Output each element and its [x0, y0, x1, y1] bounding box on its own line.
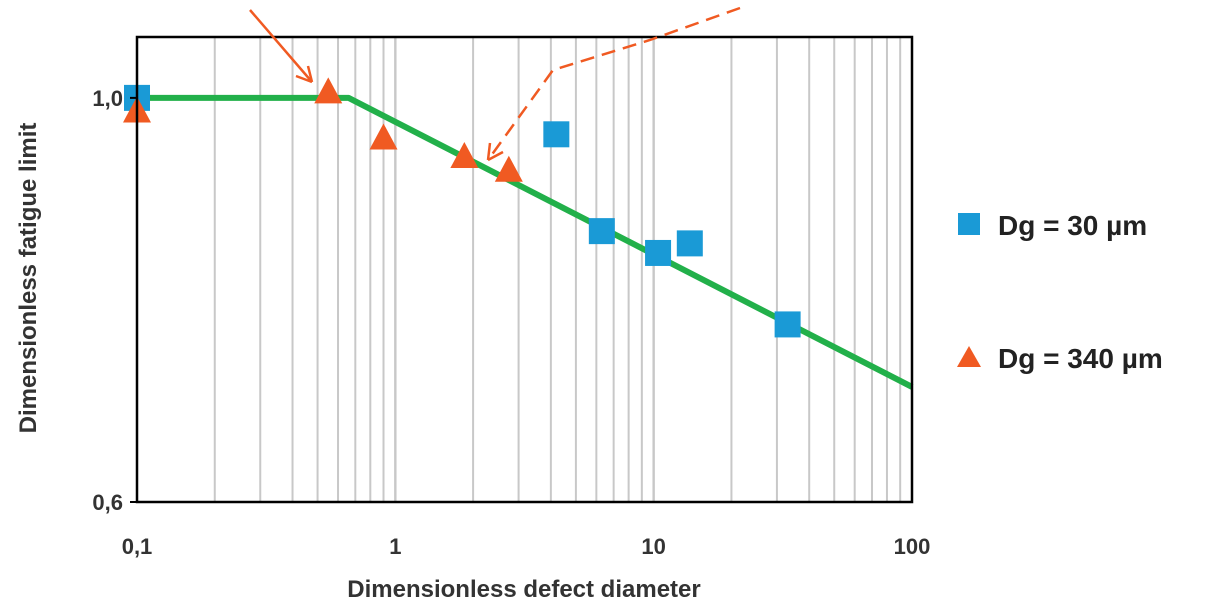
- annotation-arrowhead-dashed: [486, 142, 504, 162]
- x-tick-label: 100: [894, 534, 931, 559]
- point-dg30: [645, 239, 672, 266]
- point-dg340: [369, 123, 398, 150]
- point-dg340: [450, 141, 479, 168]
- annotation-arrowhead-solid: [295, 65, 314, 84]
- data-marks: [123, 77, 801, 338]
- point-dg340: [494, 155, 523, 182]
- y-tick-label: 1,0: [92, 86, 123, 111]
- y-axis-label: Dimensionless fatigue limit: [15, 123, 42, 434]
- x-tick-label: 0,1: [122, 534, 153, 559]
- point-dg30: [543, 121, 570, 148]
- y-tick-label: 0,6: [92, 490, 123, 515]
- point-dg30: [588, 218, 615, 245]
- legend: Dg = 30 µm Dg = 340 µm: [957, 210, 1163, 374]
- x-axis-label: Dimensionless defect diameter: [347, 576, 700, 603]
- fit-line: [137, 94, 914, 390]
- annotation-arrows: [249, 6, 741, 162]
- legend-label-dg340: Dg = 340 µm: [998, 343, 1163, 374]
- x-tick-labels: 0,1 1 10 100: [122, 534, 931, 559]
- plot-frame: [135, 35, 914, 504]
- fit-line-layer: [137, 94, 914, 390]
- point-dg30: [774, 311, 801, 338]
- point-dg340: [314, 77, 343, 104]
- grid: [213, 37, 902, 502]
- x-tick-label: 10: [641, 534, 665, 559]
- annotation-arrow-solid: [249, 9, 313, 83]
- legend-label-dg30: Dg = 30 µm: [998, 210, 1147, 241]
- x-tick-label: 1: [389, 534, 401, 559]
- annotation-arrow-dashed: [486, 6, 741, 161]
- legend-marker-triangle: [957, 346, 981, 367]
- point-dg30: [676, 230, 703, 257]
- y-tick-labels: 0,6 1,0: [92, 86, 137, 515]
- legend-marker-square: [958, 213, 980, 235]
